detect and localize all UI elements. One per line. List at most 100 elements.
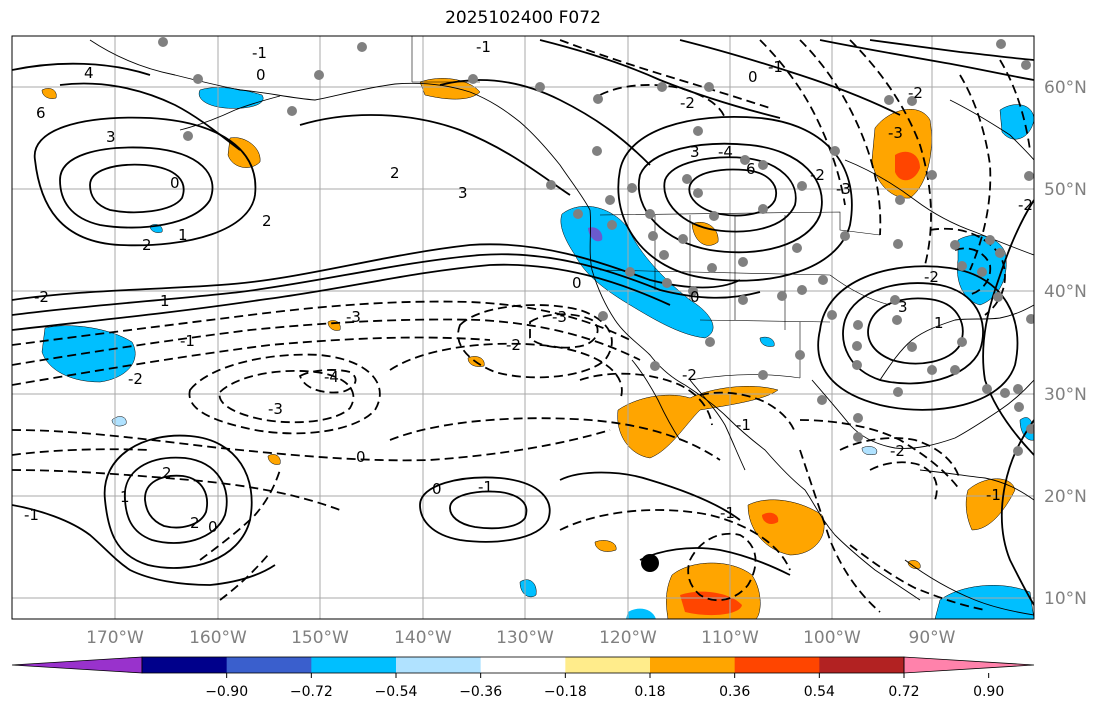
contour-label: 1 — [934, 314, 944, 332]
contour-label: -4 — [324, 368, 339, 386]
colorbar-tick-label: 0.72 — [888, 684, 919, 700]
contour-label: -3 — [888, 124, 903, 142]
colorbar-extend-low — [11, 656, 143, 674]
contour-label: -1 — [180, 332, 195, 350]
coastlines — [89, 39, 1034, 616]
longitude-label: 100°W — [803, 628, 861, 648]
shade-orange-small-6 — [907, 560, 921, 569]
contour-label: -4 — [718, 143, 733, 161]
contour-label: 1 — [120, 488, 130, 506]
longitude-label: 170°W — [86, 628, 144, 648]
contour-label: 3 — [106, 128, 116, 146]
shade-lightblue-small — [111, 416, 127, 427]
colorbar-segment — [565, 657, 651, 673]
colorbar-tick-label: 0.54 — [804, 684, 835, 700]
contour-label: -2 — [1018, 196, 1033, 214]
contour-label: 2 — [262, 212, 272, 230]
shade-orange-small-4 — [41, 88, 57, 99]
map-background — [12, 36, 1034, 619]
contour-label: 6 — [36, 104, 46, 122]
stations — [158, 37, 1034, 456]
contour-label: 0 — [748, 68, 758, 86]
colorbar-tick-label: 0.90 — [973, 684, 1004, 700]
shade-blue-small-4 — [759, 336, 775, 347]
contour-label: -2 — [128, 370, 143, 388]
colorbar-tick-label: −0.72 — [290, 684, 333, 700]
colorbar-segment — [311, 657, 397, 673]
longitude-label: 120°W — [599, 628, 657, 648]
map-frame — [11, 35, 1035, 620]
colorbar: −0.90 −0.72 −0.54 −0.36 −0.18 0.18 0.36 0.54 0.7… — [11, 656, 1035, 700]
colorbar-tick-label: −0.54 — [375, 684, 418, 700]
colorbar-segment — [480, 657, 566, 673]
contour-label: -1 — [252, 44, 267, 62]
latitude-axis: 60°N 50°N 40°N 30°N 20°N 10°N — [1044, 78, 1087, 609]
colorbar-tick-label: −0.90 — [205, 684, 248, 700]
shade-red-northeast — [895, 151, 920, 181]
contour-label: 0 — [170, 174, 180, 192]
colorbar-segment — [226, 657, 312, 673]
contour-label: 1 — [160, 292, 170, 310]
contour-label: -2 — [924, 268, 939, 286]
longitude-label: 130°W — [496, 628, 554, 648]
contour-label: -1 — [478, 478, 493, 496]
contour-label: 1 — [178, 226, 188, 244]
contour-label: 3 — [690, 143, 700, 161]
contour-label: -1 — [476, 38, 491, 56]
contour-label: 0 — [256, 66, 266, 84]
latitude-label: 30°N — [1044, 385, 1087, 405]
contour-label: -3 — [346, 308, 361, 326]
shade-lightblue-small-2 — [861, 446, 878, 455]
shade-orange-baja — [617, 386, 779, 459]
contour-label: 3 — [458, 184, 468, 202]
colorbar-tick-label: 0.18 — [634, 684, 665, 700]
contour-label: 6 — [746, 160, 756, 178]
latitude-label: 20°N — [1044, 487, 1087, 507]
shade-purple-core — [588, 227, 603, 242]
latitude-label: 40°N — [1044, 282, 1087, 302]
colorbar-segment — [396, 657, 482, 673]
longitude-label: 150°W — [291, 628, 349, 648]
shade-red-mexico-pacific — [762, 512, 779, 525]
contour-label: 0 — [432, 480, 442, 498]
contour-label: 0 — [208, 518, 218, 536]
shade-orange-caribbean — [965, 478, 1016, 531]
graticule — [12, 36, 1034, 619]
colorbar-segment — [142, 657, 228, 673]
contour-label: -1 — [720, 504, 735, 522]
longitude-label: 160°W — [189, 628, 247, 648]
contour-label: -2 — [908, 84, 923, 102]
contour-label: 2 — [190, 514, 200, 532]
shade-orange-small-3 — [267, 454, 281, 465]
contour-label: -1 — [768, 58, 783, 76]
contour-label: -1 — [736, 416, 751, 434]
contour-label: 2 — [142, 236, 152, 254]
contour-label: 2 — [390, 164, 400, 182]
colorbar-tick-label: 0.36 — [719, 684, 750, 700]
contour-label: -3 — [268, 400, 283, 418]
shade-red-south — [680, 591, 742, 616]
map-title: 2025102400 F072 — [445, 8, 601, 28]
contour-label: -1 — [24, 506, 39, 524]
contour-label: -2 — [890, 442, 905, 460]
shade-blue-small-2 — [626, 608, 656, 619]
contour-label: 0 — [572, 274, 582, 292]
contour-label: 0 — [356, 448, 366, 466]
contour-label: -2 — [506, 336, 521, 354]
contour-label: -2 — [682, 366, 697, 384]
contour-label: -1 — [986, 486, 1001, 504]
contour-label: 0 — [690, 288, 700, 306]
contour-label: 3 — [898, 298, 908, 316]
contour-labels: -1 0 4 6 3 -1 -2 0 -2 -2 -1 3 -4 6 -3 -3… — [24, 38, 1033, 536]
shade-blue-small — [519, 579, 537, 598]
contour-label: 2 — [162, 464, 172, 482]
contour-label: -3 — [836, 180, 851, 198]
longitude-axis: 170°W 160°W 150°W 140°W 130°W 120°W 110°… — [86, 628, 956, 648]
longitude-label: 140°W — [394, 628, 452, 648]
colorbar-tick-label: −0.18 — [544, 684, 587, 700]
colorbar-segment — [819, 657, 905, 673]
shade-orange-alaska — [419, 78, 481, 100]
contour-label: -2 — [34, 288, 49, 306]
contour-label: -2 — [680, 94, 695, 112]
